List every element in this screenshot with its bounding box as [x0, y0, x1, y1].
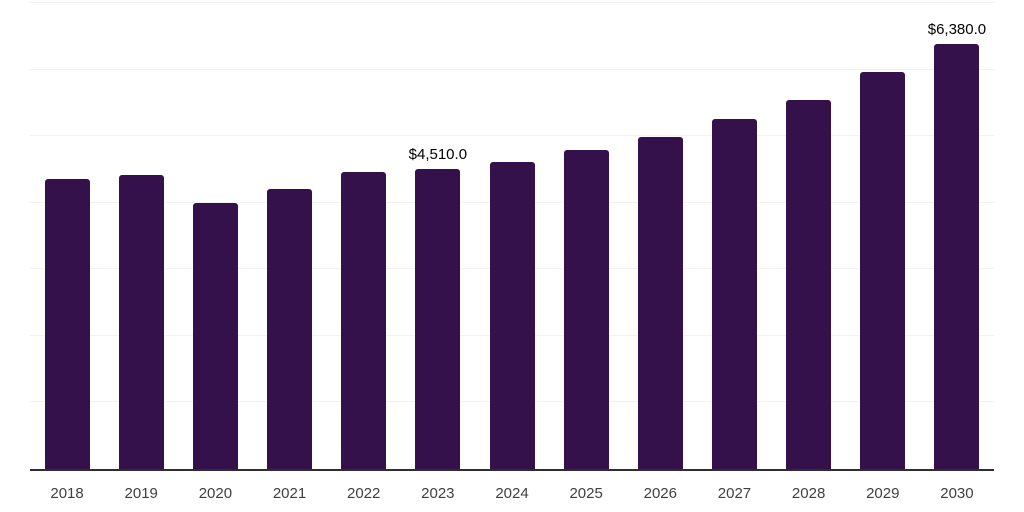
x-tick-2023: 2023	[421, 485, 455, 502]
bar-2023[interactable]	[415, 168, 461, 469]
bar-2020[interactable]	[192, 202, 238, 469]
bar-2027[interactable]	[711, 118, 757, 469]
x-tick-2024: 2024	[495, 485, 529, 502]
data-label-2023: $4,510.0	[408, 145, 468, 163]
bar-2024[interactable]	[489, 162, 535, 469]
x-axis: 2018 2019 2020 2021 2022 2023 2024 2025 2026 2027…	[30, 485, 994, 505]
bar-2021[interactable]	[267, 189, 313, 469]
plot-area: $4,510.0 $6,380.0	[30, 2, 994, 471]
x-tick-2018: 2018	[50, 485, 84, 502]
x-tick-2026: 2026	[643, 485, 677, 502]
x-tick-2020: 2020	[198, 485, 233, 502]
gridline	[30, 68, 994, 70]
bar-2030[interactable]	[934, 44, 980, 469]
x-tick-2029: 2029	[866, 485, 900, 502]
x-tick-2022: 2022	[347, 485, 381, 502]
x-tick-2019: 2019	[124, 485, 158, 502]
data-label-2030: $6,380.0	[927, 21, 987, 39]
x-tick-2028: 2028	[791, 485, 826, 502]
bar-2022[interactable]	[341, 172, 387, 469]
bar-2018[interactable]	[44, 178, 90, 469]
bar-2029[interactable]	[860, 72, 906, 469]
bar-2026[interactable]	[637, 136, 683, 469]
bar-2019[interactable]	[118, 175, 164, 469]
gridline	[30, 135, 994, 137]
gridline	[30, 2, 994, 3]
bar-2028[interactable]	[786, 99, 832, 469]
x-tick-2030: 2030	[940, 485, 974, 502]
x-tick-2021: 2021	[272, 485, 307, 502]
bar-2025[interactable]	[563, 150, 609, 469]
x-tick-2027: 2027	[717, 485, 752, 502]
x-tick-2025: 2025	[569, 485, 603, 502]
